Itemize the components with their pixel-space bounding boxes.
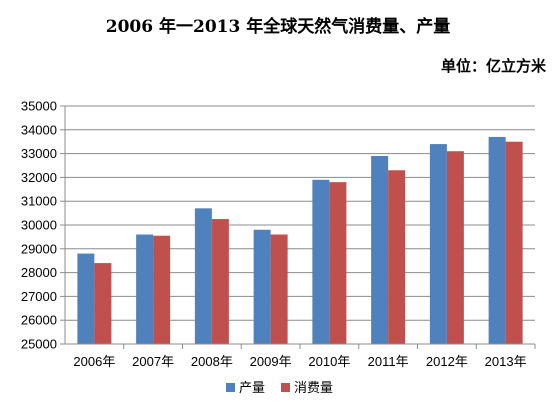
bar-production <box>136 234 154 344</box>
bar-consumption <box>211 219 229 344</box>
x-tick-label: 2008年 <box>191 354 233 369</box>
legend-label: 产量 <box>239 381 265 396</box>
bar-consumption <box>94 263 112 344</box>
x-tick-label: 2011年 <box>368 354 409 369</box>
legend: 产量 消费量 <box>226 381 333 396</box>
y-tick-label: 33000 <box>21 146 57 161</box>
bars <box>77 136 523 344</box>
bar-consumption <box>446 151 464 344</box>
x-tick-label: 2009年 <box>250 354 292 369</box>
gridlines <box>65 105 535 345</box>
bar-consumption <box>270 234 288 344</box>
x-tick-label: 2010年 <box>308 354 350 369</box>
bar-production <box>371 155 389 344</box>
bar-production <box>429 144 447 344</box>
y-tick-label: 26000 <box>21 313 57 328</box>
bar-production <box>488 136 506 344</box>
bar-production <box>194 208 212 344</box>
bar-consumption <box>153 235 171 344</box>
bar-consumption <box>388 170 406 344</box>
legend-swatch <box>226 383 235 392</box>
y-tick-label: 28000 <box>21 265 57 280</box>
axes <box>60 105 536 349</box>
x-tick-label: 2012年 <box>426 354 468 369</box>
legend-label: 消费量 <box>294 381 333 396</box>
bar-production <box>77 253 95 344</box>
y-tick-label: 29000 <box>21 241 57 256</box>
y-tick-label: 35000 <box>21 99 57 114</box>
bar-production <box>253 229 271 344</box>
y-tick-label: 30000 <box>21 218 57 233</box>
chart-title: 2006 年一2013 年全球天然气消费量、产量 <box>105 17 451 37</box>
y-tick-label: 25000 <box>21 337 57 352</box>
x-tick-label: 2007年 <box>132 354 174 369</box>
y-tick-label: 27000 <box>21 289 57 304</box>
bar-production <box>312 179 330 344</box>
x-tick-label: 2006年 <box>73 354 115 369</box>
x-tick-labels: 2006年 2007年 2008年 2009年 2010年 2011年 2012年 2013年 <box>73 354 526 369</box>
unit-label: 单位：亿立方米 <box>440 57 546 75</box>
y-tick-label: 31000 <box>21 194 57 209</box>
x-tick-label: 2013年 <box>485 354 527 369</box>
bar-consumption <box>505 141 523 344</box>
y-tick-labels: 25000 26000 27000 28000 29000 30000 31000 32000… <box>21 99 57 352</box>
y-tick-label: 34000 <box>21 122 57 137</box>
legend-swatch <box>281 383 290 392</box>
y-tick-label: 32000 <box>21 170 57 185</box>
bar-consumption <box>329 182 347 344</box>
